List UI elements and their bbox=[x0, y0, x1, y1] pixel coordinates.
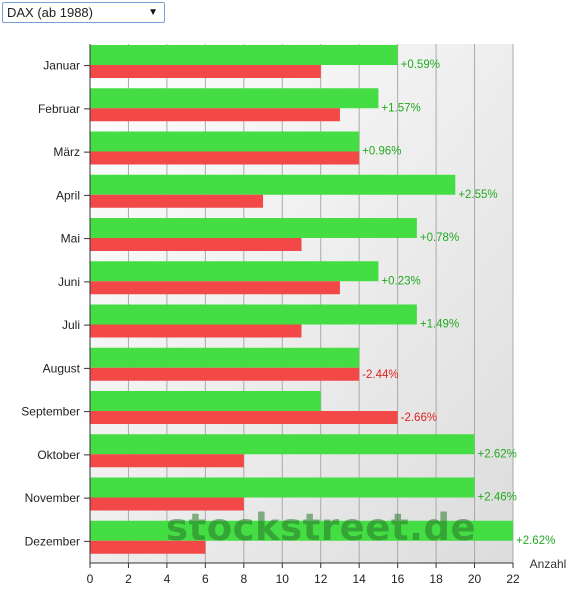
data-label: +2.55% bbox=[458, 189, 497, 201]
data-label: +2.62% bbox=[516, 535, 555, 547]
data-label: -2.44% bbox=[362, 369, 398, 381]
bar-up bbox=[90, 174, 456, 195]
data-label: +0.96% bbox=[362, 146, 401, 158]
bar-down bbox=[90, 108, 340, 122]
x-tick-label: 2 bbox=[125, 572, 132, 586]
bar-up bbox=[90, 304, 417, 325]
bars bbox=[90, 45, 513, 554]
bar-down bbox=[90, 454, 244, 468]
bar-up bbox=[90, 520, 513, 541]
data-label: +0.23% bbox=[381, 275, 420, 287]
data-label: +1.49% bbox=[420, 319, 459, 331]
axes: 0 2 4 6 8 10 12 14 16 18 20 22 Anzahl bbox=[84, 44, 566, 586]
category-label: April bbox=[56, 188, 80, 202]
category-label: Februar bbox=[38, 102, 80, 116]
category-label: Mai bbox=[61, 232, 80, 246]
category-label: Januar bbox=[43, 59, 80, 73]
bar-up bbox=[90, 391, 321, 411]
x-tick-label: 14 bbox=[353, 572, 367, 586]
category-label: November bbox=[25, 491, 80, 505]
bar-up bbox=[90, 347, 360, 368]
bar-up bbox=[90, 131, 360, 152]
bar-down bbox=[90, 194, 264, 208]
data-label: +2.62% bbox=[478, 448, 517, 460]
bar-up bbox=[90, 218, 417, 238]
x-tick-label: 10 bbox=[276, 572, 290, 586]
bar-down bbox=[90, 540, 206, 554]
category-label: September bbox=[21, 405, 80, 419]
x-tick-label: 6 bbox=[202, 572, 209, 586]
bar-down bbox=[90, 281, 340, 295]
category-label: August bbox=[43, 361, 81, 375]
bar-down bbox=[90, 411, 398, 424]
x-tick-label: 22 bbox=[506, 572, 520, 586]
data-label: +2.46% bbox=[478, 492, 517, 504]
data-label: -2.66% bbox=[401, 412, 437, 424]
x-axis-label: Anzahl bbox=[530, 557, 567, 571]
category-label: Juni bbox=[58, 275, 80, 289]
labels: Januar +0.59% Februar +1.57% März +0.96% April… bbox=[21, 59, 555, 549]
category-label: Dezember bbox=[25, 534, 80, 548]
data-label: +1.57% bbox=[381, 102, 420, 114]
x-tick-label: 12 bbox=[314, 572, 328, 586]
chevron-down-icon: ▼ bbox=[148, 7, 158, 18]
index-selector[interactable]: DAX (ab 1988) ▼ bbox=[2, 2, 165, 23]
bar-down bbox=[90, 65, 321, 78]
bar-down bbox=[90, 324, 302, 338]
bar-down bbox=[90, 151, 360, 165]
x-tick-label: 0 bbox=[87, 572, 94, 586]
bar-down bbox=[90, 497, 244, 511]
category-label: März bbox=[53, 145, 80, 159]
bar-up bbox=[90, 477, 475, 498]
plot-background bbox=[90, 44, 513, 563]
x-tick-label: 8 bbox=[240, 572, 247, 586]
data-label: +0.59% bbox=[401, 59, 440, 71]
category-label: Oktober bbox=[37, 448, 80, 462]
x-tick-label: 16 bbox=[391, 572, 405, 586]
gridlines bbox=[127, 44, 514, 563]
bar-up bbox=[90, 45, 398, 65]
bar-up bbox=[90, 434, 475, 455]
bar-up bbox=[90, 261, 379, 282]
index-selector-value: DAX (ab 1988) bbox=[7, 5, 93, 20]
x-tick-label: 4 bbox=[164, 572, 171, 586]
data-label: +0.78% bbox=[420, 232, 459, 244]
bar-up bbox=[90, 88, 379, 109]
x-tick-label: 20 bbox=[468, 572, 482, 586]
bar-down bbox=[90, 238, 302, 251]
category-label: Juli bbox=[62, 318, 80, 332]
bar-down bbox=[90, 367, 360, 381]
watermark: stockstreet.de bbox=[166, 506, 476, 549]
x-tick-label: 18 bbox=[429, 572, 443, 586]
